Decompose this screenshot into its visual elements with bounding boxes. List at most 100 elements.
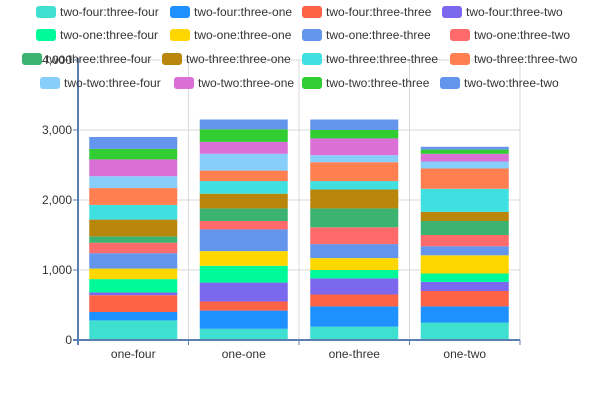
bar-segment[interactable] (310, 294, 399, 307)
legend-label: two-one:three-three (326, 28, 431, 42)
legend-swatch (174, 77, 194, 89)
bar-segment[interactable] (420, 291, 509, 307)
bar-segment[interactable] (89, 236, 178, 243)
bar-segment[interactable] (89, 137, 178, 149)
bar-segment[interactable] (420, 149, 509, 154)
x-tick-label: one-four (111, 347, 156, 361)
bar-segment[interactable] (89, 188, 178, 205)
legend-swatch (36, 6, 56, 18)
bar-segment[interactable] (310, 189, 399, 209)
legend-label: two-four:three-two (466, 5, 563, 19)
legend-item[interactable]: two-three:three-one (162, 52, 291, 66)
bar-segment[interactable] (199, 119, 288, 130)
legend-item[interactable]: two-three:three-two (450, 52, 578, 66)
bar-segment[interactable] (199, 310, 288, 329)
legend-swatch (302, 77, 322, 89)
bar-segment[interactable] (310, 278, 399, 295)
bar-segment[interactable] (199, 328, 288, 340)
bar-segment[interactable] (199, 229, 288, 252)
legend-item[interactable]: two-three:three-four (22, 52, 151, 66)
bar-segment[interactable] (310, 326, 399, 340)
bar-segment[interactable] (199, 221, 288, 230)
legend-label: two-four:three-four (60, 5, 159, 19)
legend-item[interactable]: two-two:three-two (440, 76, 559, 90)
x-tick-label: one-one (222, 347, 266, 361)
bar-segment[interactable] (89, 279, 178, 293)
bar-segment[interactable] (199, 251, 288, 266)
legend-swatch (302, 53, 322, 65)
bar-segment[interactable] (310, 138, 399, 156)
bar-segment[interactable] (310, 244, 399, 259)
legend-label: two-two:three-two (464, 76, 559, 90)
bar-segment[interactable] (199, 153, 288, 171)
bar-segment[interactable] (199, 265, 288, 283)
legend-label: two-one:three-two (474, 28, 570, 42)
bar-segment[interactable] (310, 181, 399, 190)
bar-segment[interactable] (310, 258, 399, 270)
axes (73, 58, 520, 345)
bar-segment[interactable] (310, 155, 399, 163)
bar-segment[interactable] (89, 176, 178, 189)
legend-item[interactable]: two-two:three-four (40, 76, 161, 90)
bar-segment[interactable] (310, 130, 399, 139)
bar-segment[interactable] (420, 306, 509, 323)
legend-item[interactable]: two-three:three-three (302, 52, 438, 66)
bar-segment[interactable] (89, 242, 178, 254)
legend-item[interactable]: two-four:three-three (302, 5, 432, 19)
bar-segment[interactable] (199, 301, 288, 311)
legend-item[interactable]: two-one:three-one (170, 28, 292, 42)
bar-segment[interactable] (310, 227, 399, 245)
bar-segment[interactable] (89, 292, 178, 296)
legend-swatch (170, 29, 190, 41)
y-tick-label: 1,000 (42, 263, 72, 277)
bar-segment[interactable] (199, 208, 288, 221)
legend-swatch (450, 29, 470, 41)
bar-segment[interactable] (89, 312, 178, 321)
bar-segment[interactable] (420, 281, 509, 291)
bar-segment[interactable] (199, 193, 288, 209)
bar-segment[interactable] (420, 161, 509, 169)
bar-segment[interactable] (420, 146, 509, 150)
bar-segment[interactable] (420, 255, 509, 274)
bar-segment[interactable] (420, 322, 509, 341)
bar-segment[interactable] (420, 221, 509, 235)
bar-segment[interactable] (89, 159, 178, 177)
bar-segment[interactable] (420, 211, 509, 221)
bar-segment[interactable] (89, 253, 178, 269)
legend-swatch (302, 6, 322, 18)
bar-segment[interactable] (310, 119, 399, 131)
bar-segment[interactable] (420, 168, 509, 189)
legend: two-four:three-four two-four:three-one two… (22, 5, 578, 90)
bar-segment[interactable] (199, 129, 288, 142)
bar-segment[interactable] (89, 268, 178, 280)
legend-item[interactable]: two-one:three-three (302, 28, 431, 42)
legend-label: two-three:three-three (326, 52, 438, 66)
bar-segment[interactable] (199, 170, 288, 182)
bar-segment[interactable] (420, 273, 509, 282)
legend-item[interactable]: two-two:three-one (174, 76, 294, 90)
legend-item[interactable]: two-two:three-three (302, 76, 430, 90)
legend-item[interactable]: two-one:three-four (36, 28, 158, 42)
x-tick-label: one-three (329, 347, 381, 361)
bar-segment[interactable] (310, 162, 399, 182)
bar-segment[interactable] (199, 141, 288, 154)
legend-item[interactable]: two-four:three-two (442, 5, 563, 19)
legend-item[interactable]: two-four:three-four (36, 5, 159, 19)
bar-segment[interactable] (89, 219, 178, 237)
bar-segment[interactable] (420, 153, 509, 162)
bar-segment[interactable] (420, 246, 509, 256)
bar-segment[interactable] (420, 235, 509, 247)
bar-segment[interactable] (310, 208, 399, 228)
bar-segment[interactable] (310, 306, 399, 327)
legend-item[interactable]: two-one:three-two (450, 28, 570, 42)
bar-segment[interactable] (89, 295, 178, 312)
bar-segment[interactable] (89, 320, 178, 340)
bar-segment[interactable] (89, 148, 178, 160)
bar-segment[interactable] (420, 188, 509, 212)
bar-segment[interactable] (199, 181, 288, 194)
bar-segment[interactable] (199, 282, 288, 302)
legend-item[interactable]: two-four:three-one (170, 5, 292, 19)
bar-segment[interactable] (89, 204, 178, 220)
bar-segment[interactable] (310, 270, 399, 279)
